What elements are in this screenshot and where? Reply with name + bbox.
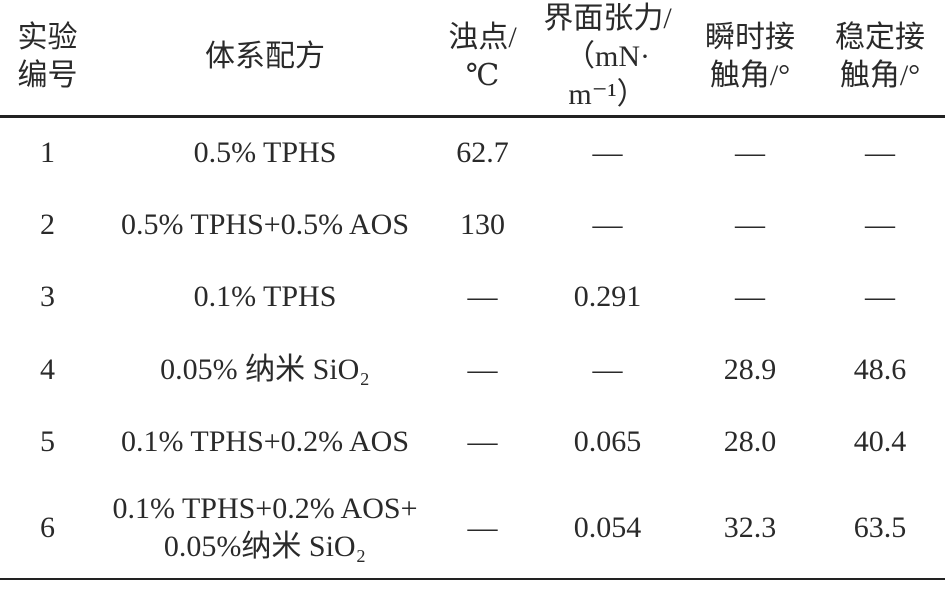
cell-instant-contact-angle: 28.9 (723, 352, 777, 386)
cell-instant-contact-angle: — (735, 280, 765, 314)
header-text: ℃ (465, 59, 500, 93)
formula-line: 0.05% 纳米 SiO₂ (160, 352, 370, 386)
header-text: 体系配方 (205, 40, 325, 74)
formula-line: 0.1% TPHS+0.2% AOS+ (112, 492, 418, 525)
cell-instant-contact-angle: — (735, 136, 765, 169)
cell-instant-contact-angle: — (735, 207, 765, 241)
cell-experiment-number: 3 (40, 280, 55, 314)
header-text: 实验 (17, 21, 78, 55)
header-text: 编号 (17, 59, 78, 93)
cell-interfacial-tension: 0.054 (530, 478, 685, 580)
cell-formula: 0.1% TPHS+0.2% AOS+ 0.05%纳米 SiO₂ (95, 478, 435, 580)
header-text: 稳定接 (835, 21, 925, 55)
cell-stable-contact-angle: 63.5 (815, 478, 945, 580)
cell-interfacial-tension: 0.291 (573, 280, 642, 314)
header-stable-contact-angle: 稳定接触角/° (815, 0, 945, 118)
cell-stable-contact-angle: 40.4 (853, 425, 907, 459)
header-interfacial-tension: 界面张力/ （mN· m⁻¹） (530, 0, 685, 118)
header-text: 界面张力/ (543, 2, 672, 36)
formula-line: 0.1% TPHS (193, 280, 337, 314)
table-row: 4 0.05% 纳米 SiO₂ — — 28.9 48.6 (0, 334, 945, 407)
formula-line: 0.5% TPHS+0.5% AOS (120, 207, 410, 241)
cell-instant-contact-angle: 32.3 (685, 478, 815, 580)
cell-formula: 0.5% TPHS (95, 116, 435, 189)
cell-stable-contact-angle: — (865, 207, 895, 241)
cell-cloud-point: 62.7 (456, 136, 509, 169)
table-row: 2 0.5% TPHS+0.5% AOS 130 — — — (0, 189, 945, 262)
header-experiment-number: 实验 编号 (0, 0, 95, 118)
cell-interfacial-tension: 0.065 (573, 425, 642, 459)
cell-stable-contact-angle: — (865, 136, 895, 169)
header-text: 瞬时接 (705, 21, 795, 55)
header-text: （mN· m⁻¹） (565, 40, 650, 112)
header-row: 实验 编号 体系配方 浊点/℃ 界面张力/（mN· m⁻¹） 瞬时接 触角/° 稳定接 触角/° (0, 0, 945, 118)
cell-interfacial-tension: — (592, 136, 623, 169)
cell-interfacial-tension: — (592, 352, 623, 386)
cell-formula: 0.1% TPHS (95, 261, 435, 334)
data-table: 实验 编号 体系配方 浊点/℃ 界面张力/（mN· m⁻¹） 瞬时接 触角/° 稳定接 触角/°… (0, 0, 945, 580)
cell-experiment-number: 4 (40, 352, 55, 386)
cell-formula: 0.05% 纳米 SiO₂ (95, 334, 435, 407)
formula-line: 0.5% TPHS (193, 136, 337, 169)
cell-experiment-number: 1 (40, 136, 55, 169)
cell-formula: 0.1% TPHS+0.2% AOS (95, 406, 435, 479)
cell-interfacial-tension: — (592, 207, 623, 241)
cell-instant-contact-angle: 28.0 (723, 425, 777, 459)
table-row: 1 0.5% TPHS 62.7 — — — (0, 116, 945, 189)
cell-experiment-number: 6 (0, 478, 95, 580)
cell-cloud-point: — (435, 478, 530, 580)
cell-cloud-point: — (467, 425, 498, 459)
header-formula: 体系配方 (95, 0, 435, 118)
cell-cloud-point: — (467, 280, 498, 314)
cell-experiment-number: 5 (40, 425, 55, 459)
header-cloud-point: 浊点/ ℃ (435, 0, 530, 118)
table-row: 6 0.1% TPHS+0.2% AOS+ 0.05%纳米 SiO₂ —0.054 32… (0, 478, 945, 580)
table-row: 3 0.1% TPHS — 0.291 — — (0, 261, 945, 334)
formula-line: 0.05%纳米 SiO₂ (163, 530, 367, 563)
header-text: 浊点/ (448, 21, 517, 55)
table-body: 1 0.5% TPHS 62.7 — — — 2 0.5% TPHS+0.5% AOS 130 —… (0, 116, 945, 580)
table-row: 5 0.1% TPHS+0.2% AOS — 0.065 28.0 40.4 (0, 406, 945, 479)
cell-cloud-point: 130 (460, 207, 505, 241)
cell-formula: 0.5% TPHS+0.5% AOS (95, 189, 435, 262)
header-instant-contact-angle: 瞬时接触角/° (685, 0, 815, 118)
formula-line: 0.1% TPHS+0.2% AOS (120, 425, 410, 459)
header-text: 触角/° (839, 59, 921, 93)
cell-stable-contact-angle: — (865, 280, 895, 314)
cell-cloud-point: — (467, 352, 498, 386)
cell-stable-contact-angle: 48.6 (853, 352, 907, 386)
header-text: 触角/° (709, 59, 791, 93)
cell-experiment-number: 2 (40, 207, 55, 241)
